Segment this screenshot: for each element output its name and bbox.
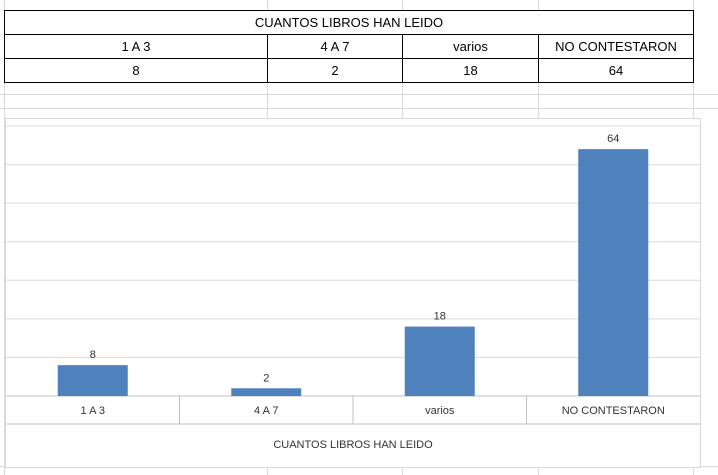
bar bbox=[231, 388, 302, 396]
table-header-cell[interactable]: 4 A 7 bbox=[267, 34, 403, 59]
data-table: CUANTOS LIBROS HAN LEIDO 1 A 3 4 A 7 var… bbox=[4, 10, 718, 83]
table-title-row: CUANTOS LIBROS HAN LEIDO bbox=[4, 10, 718, 35]
table-header-row: 1 A 3 4 A 7 varios NO CONTESTARON bbox=[4, 34, 718, 59]
table-value-cell[interactable]: 2 bbox=[267, 58, 403, 83]
bar-chart[interactable]: 8 1 A 3 2 4 A 7 18 varios 64 NO CONTESTARON CUAN… bbox=[5, 118, 701, 468]
table-header-cell[interactable]: 1 A 3 bbox=[4, 34, 268, 59]
x-tick-label: 1 A 3 bbox=[81, 405, 105, 417]
x-tick-label: 4 A 7 bbox=[254, 405, 278, 417]
table-header-cell[interactable]: varios bbox=[402, 34, 539, 59]
table-value-cell[interactable]: 18 bbox=[402, 58, 539, 83]
data-label: 64 bbox=[607, 133, 619, 145]
x-axis-title: CUANTOS LIBROS HAN LEIDO bbox=[273, 439, 433, 451]
table-title[interactable]: CUANTOS LIBROS HAN LEIDO bbox=[4, 10, 694, 35]
bar bbox=[578, 149, 649, 396]
data-label: 8 bbox=[90, 349, 96, 361]
table-value-row: 8 2 18 64 bbox=[4, 58, 718, 83]
chart-svg: 8 1 A 3 2 4 A 7 18 varios 64 NO CONTESTARON CUAN… bbox=[6, 125, 700, 451]
x-tick-label: varios bbox=[425, 405, 455, 417]
x-tick-label: NO CONTESTARON bbox=[562, 405, 665, 417]
data-label: 18 bbox=[434, 311, 446, 323]
table-value-cell[interactable]: 8 bbox=[4, 58, 268, 83]
bar bbox=[404, 326, 475, 396]
table-header-cell[interactable]: NO CONTESTARON bbox=[538, 34, 694, 59]
data-label: 2 bbox=[263, 372, 269, 384]
bar bbox=[57, 365, 128, 396]
table-value-cell[interactable]: 64 bbox=[538, 58, 694, 83]
